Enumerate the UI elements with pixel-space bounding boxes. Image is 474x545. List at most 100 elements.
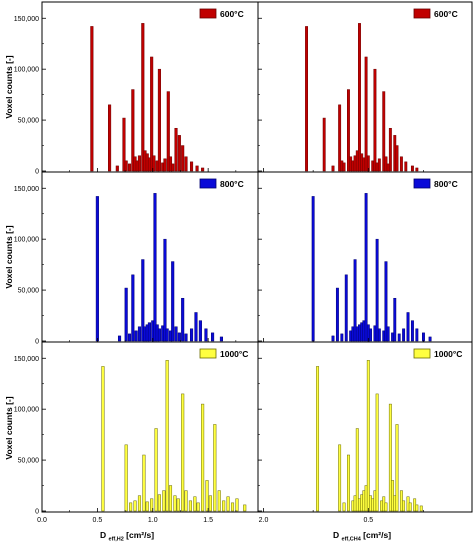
bar <box>137 326 142 342</box>
bar <box>124 444 128 512</box>
bar <box>235 498 239 512</box>
bar <box>347 454 350 512</box>
y-axis-label-row-1: Voxel counts [-] <box>4 55 14 118</box>
x-axis-label-left: D eff,H2 [cm²/s] <box>100 530 154 543</box>
y-tick-label: 150,000 <box>14 356 39 363</box>
y-tick-label: 150,000 <box>14 16 39 23</box>
bar <box>166 91 170 172</box>
bar <box>127 333 132 342</box>
y-axis-label-row-3: Voxel counts [-] <box>4 396 14 459</box>
bar <box>338 104 342 172</box>
bar <box>157 68 161 172</box>
bar <box>369 328 372 342</box>
bar <box>347 89 350 172</box>
bar <box>145 501 149 512</box>
bar <box>402 328 406 342</box>
bar <box>406 312 410 342</box>
bar <box>375 393 379 512</box>
bar <box>198 320 202 342</box>
bar <box>222 500 226 512</box>
panel-middle-left: 0 50,000 100,000 150,000 800°C <box>14 171 264 346</box>
bar <box>219 336 223 342</box>
bar <box>150 56 154 172</box>
bar <box>171 261 175 342</box>
legend-swatch <box>413 348 431 359</box>
bar <box>342 502 346 512</box>
bar <box>386 326 390 342</box>
bar <box>422 332 425 342</box>
bar <box>196 502 200 512</box>
bar <box>410 165 414 172</box>
bar <box>205 480 209 512</box>
legend-label: 800°C <box>220 179 244 189</box>
bar <box>415 167 419 172</box>
bar <box>316 366 320 512</box>
legend-label: 600°C <box>434 9 458 19</box>
bar <box>305 26 308 172</box>
x-axis-label-left-unit: [cm²/s] <box>126 530 154 540</box>
bar <box>230 502 235 512</box>
bar <box>340 333 344 342</box>
y-tick-label: 50,000 <box>18 458 40 465</box>
bar <box>384 261 388 342</box>
bar <box>311 196 315 342</box>
bar <box>171 163 175 172</box>
bar <box>373 68 377 172</box>
bar <box>213 424 217 512</box>
panel-frame <box>41 341 259 513</box>
bar <box>174 127 178 172</box>
bar <box>428 336 432 342</box>
bar <box>402 500 406 512</box>
bar <box>133 500 137 512</box>
bar <box>101 366 105 512</box>
y-tick-label: 0 <box>35 509 39 516</box>
x-axis-label-right-main: D <box>333 530 339 540</box>
legend-label: 800°C <box>434 179 458 189</box>
bar <box>173 495 177 512</box>
y-tick-label: 0 <box>35 169 39 176</box>
bar <box>331 335 335 342</box>
bar <box>193 496 197 512</box>
bar <box>147 322 151 342</box>
bar <box>377 158 381 172</box>
bar <box>388 127 392 172</box>
bar <box>335 287 339 342</box>
bar <box>195 165 199 172</box>
legend-label: 1000°C <box>220 349 248 359</box>
bar <box>201 403 205 512</box>
bar <box>165 360 169 512</box>
legend-swatch <box>199 8 217 19</box>
bar <box>95 196 99 342</box>
bar <box>395 145 399 172</box>
bar <box>176 498 180 512</box>
bar <box>174 326 178 342</box>
bar <box>415 328 419 342</box>
y-axis-label-row-2: Voxel counts [-] <box>4 225 14 288</box>
bar <box>393 297 397 342</box>
bar <box>153 193 157 342</box>
y-tick-label: 100,000 <box>14 67 39 74</box>
bar <box>137 495 142 512</box>
bar <box>165 328 169 342</box>
bar <box>243 504 247 512</box>
panel-middle-right: 800°C <box>257 171 473 343</box>
bar <box>384 502 388 512</box>
legend-label: 600°C <box>220 9 244 19</box>
bar <box>355 428 359 512</box>
bar <box>410 320 414 342</box>
bar <box>211 332 215 342</box>
bar <box>188 500 192 512</box>
bar <box>364 56 368 172</box>
bar <box>90 26 94 172</box>
x-axis-label-left-main: D <box>100 530 106 540</box>
bar <box>129 502 133 512</box>
x-tick-label: 0.5 <box>363 517 373 524</box>
bar <box>353 259 357 342</box>
panel-top-left: 0 50,000 100,000 150,000 600°C <box>14 1 264 176</box>
y-axis-label: Voxel counts [-] <box>4 225 14 288</box>
bar <box>399 156 403 172</box>
panel-frame <box>41 171 259 343</box>
y-axis-label: Voxel counts [-] <box>4 55 14 118</box>
bar <box>141 259 145 342</box>
